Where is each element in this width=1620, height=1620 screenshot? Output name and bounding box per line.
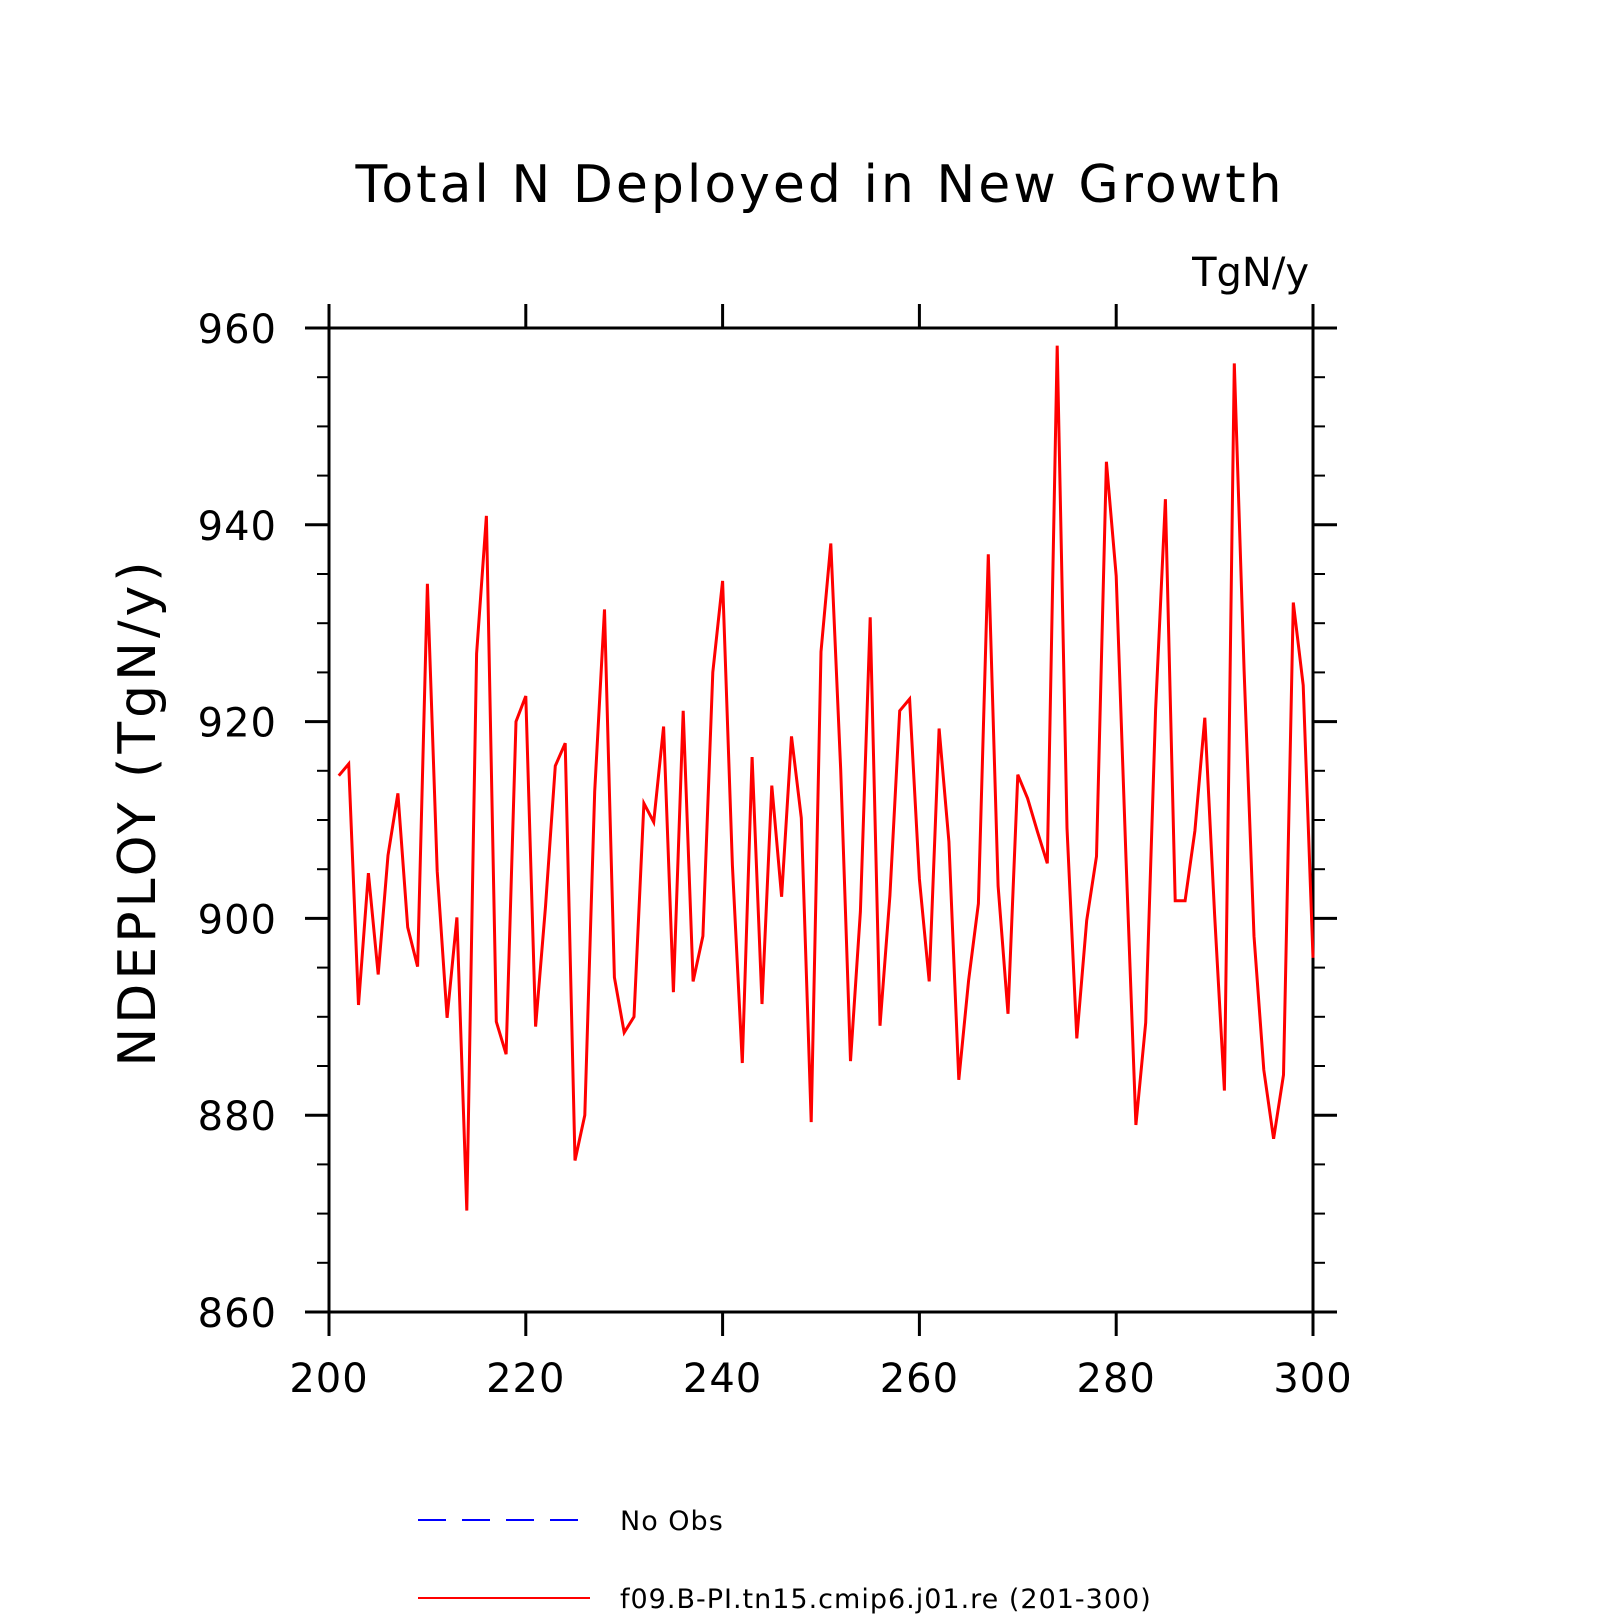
- chart-title: Total N Deployed in New Growth: [354, 155, 1284, 215]
- x-tick-label: 300: [1273, 1356, 1352, 1402]
- y-tick-label: 900: [198, 897, 277, 943]
- series-line: [337, 345, 1315, 1211]
- legend-label: No Obs: [620, 1506, 724, 1537]
- x-tick-label: 240: [683, 1356, 762, 1402]
- ticks-layer: [305, 304, 1337, 1336]
- x-tick-label: 220: [486, 1356, 565, 1402]
- y-tick-label: 880: [198, 1094, 277, 1140]
- units-label: TgN/y: [1191, 250, 1309, 296]
- x-tick-label: 200: [289, 1356, 368, 1402]
- y-tick-label: 960: [198, 307, 277, 353]
- tick-labels-layer: 200 220 240 260 280 300 860 880 900 920 940 960: [198, 307, 1352, 1402]
- y-tick-label: 940: [198, 504, 277, 550]
- x-tick-label: 280: [1077, 1356, 1156, 1402]
- legend: No Obs f09.B-PI.tn15.cmip6.j01.re (201-30…: [418, 1506, 1152, 1615]
- y-tick-label: 860: [198, 1291, 277, 1337]
- legend-label: f09.B-PI.tn15.cmip6.j01.re (201-300): [620, 1584, 1152, 1615]
- series-layer: [337, 345, 1315, 1211]
- y-tick-label: 920: [198, 701, 277, 747]
- y-axis-label: NDEPLOY (TgN/y): [108, 557, 168, 1066]
- x-tick-label: 260: [880, 1356, 959, 1402]
- plot-frame: [327, 326, 1315, 1314]
